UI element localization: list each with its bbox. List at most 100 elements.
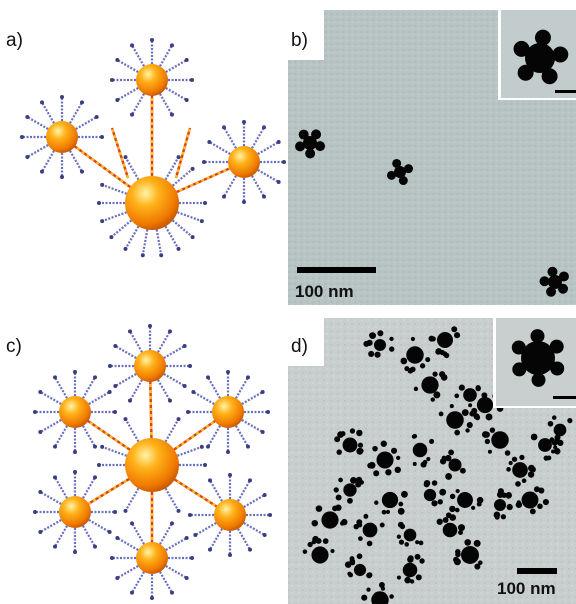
nanoparticle — [418, 540, 424, 546]
nanoparticle — [448, 449, 455, 456]
nanoparticle — [407, 556, 414, 563]
nanoparticle — [410, 336, 415, 342]
dna-strand — [41, 101, 55, 124]
strand-end — [282, 160, 286, 164]
strand-end — [190, 78, 194, 82]
nanoparticle — [547, 420, 554, 427]
nanoparticle — [379, 522, 385, 528]
strand-end — [206, 444, 210, 449]
nanoparticle — [457, 492, 473, 508]
strand-end — [100, 444, 105, 449]
dna-strand — [159, 522, 173, 545]
nanoparticle — [485, 413, 493, 421]
nanoparticle — [458, 384, 465, 391]
dna-strand — [171, 168, 194, 187]
nanoparticle — [363, 340, 370, 347]
nanoparticle — [508, 460, 513, 466]
dna-strand — [114, 373, 137, 387]
strand-end — [208, 547, 212, 552]
strand-end — [100, 135, 104, 139]
strand-end — [170, 590, 174, 595]
nanoparticle — [343, 483, 357, 497]
nanoparticle — [458, 530, 463, 535]
strand-end — [123, 246, 128, 251]
strand-end — [93, 475, 97, 480]
dna-strand — [235, 425, 249, 448]
nanoparticle — [464, 539, 472, 546]
nanoparticle — [428, 335, 435, 342]
dna-strand — [69, 150, 83, 173]
strand-end — [242, 120, 246, 124]
dna-strand — [82, 525, 96, 548]
dna-strand — [235, 376, 249, 399]
panel-label: c) — [6, 336, 22, 357]
nanoparticle — [528, 464, 535, 472]
nanoparticle — [548, 275, 562, 289]
nanoparticle — [505, 492, 513, 499]
inset-scale-bar — [555, 90, 576, 93]
nanoparticle — [311, 546, 329, 564]
strand-end — [115, 98, 120, 102]
nanoparticle — [373, 470, 380, 477]
nanoparticle — [476, 501, 482, 507]
nanoparticle — [551, 449, 556, 454]
nanoparticle — [541, 68, 558, 85]
dna-strand — [223, 126, 237, 149]
strand-end — [130, 590, 134, 595]
nanoparticle — [504, 450, 511, 456]
strand-end — [33, 410, 37, 414]
nanoparticle — [419, 363, 426, 369]
nanoparticle — [429, 438, 435, 444]
nanoparticle — [371, 591, 389, 604]
nanoparticle — [516, 500, 521, 505]
inset-cluster — [511, 329, 565, 387]
nanoparticle — [433, 391, 441, 399]
dna-strand — [39, 419, 62, 433]
dna-strand — [39, 491, 62, 505]
nanoparticle — [463, 388, 477, 402]
dna-strand — [101, 211, 128, 223]
nanoparticle — [554, 448, 561, 455]
nanoparticle — [468, 403, 473, 408]
dna-strand — [129, 379, 143, 402]
strand-end — [130, 521, 134, 526]
dna-strand — [82, 376, 96, 399]
strand-end — [130, 43, 134, 48]
nanoparticle — [373, 338, 387, 352]
nanoparticle — [386, 170, 396, 180]
strand-end — [123, 508, 128, 513]
dna-strand — [192, 391, 215, 405]
dna-strand — [209, 479, 223, 502]
strand-end — [38, 430, 43, 434]
dna-strand — [54, 425, 68, 448]
strand-end — [53, 544, 57, 549]
dna-strand — [155, 229, 163, 256]
nanoparticle — [455, 551, 461, 558]
strand-end — [113, 344, 118, 348]
nanoparticle — [547, 266, 558, 277]
dna-strand — [165, 537, 188, 551]
strand-end — [113, 384, 118, 388]
nanoparticle — [530, 433, 538, 441]
gold-particle — [134, 350, 166, 382]
strand-end — [176, 508, 181, 513]
strand-end — [228, 473, 232, 477]
nanoparticle — [469, 410, 476, 417]
nanoparticle — [551, 415, 557, 420]
dna-strand — [131, 571, 145, 594]
strand-end — [203, 201, 207, 205]
panel-label: b) — [291, 30, 308, 51]
strand-end — [53, 375, 57, 380]
nanoparticle — [394, 466, 401, 474]
dna-strand — [101, 183, 128, 195]
nanoparticle — [453, 332, 461, 339]
strand-end — [110, 556, 114, 560]
strand-end — [170, 521, 174, 526]
dna-strand — [159, 571, 173, 594]
nanoparticle — [539, 276, 550, 287]
nanoparticle — [527, 471, 535, 478]
linker — [151, 160, 245, 205]
strand-end — [182, 344, 187, 348]
nanoparticle — [431, 500, 438, 507]
